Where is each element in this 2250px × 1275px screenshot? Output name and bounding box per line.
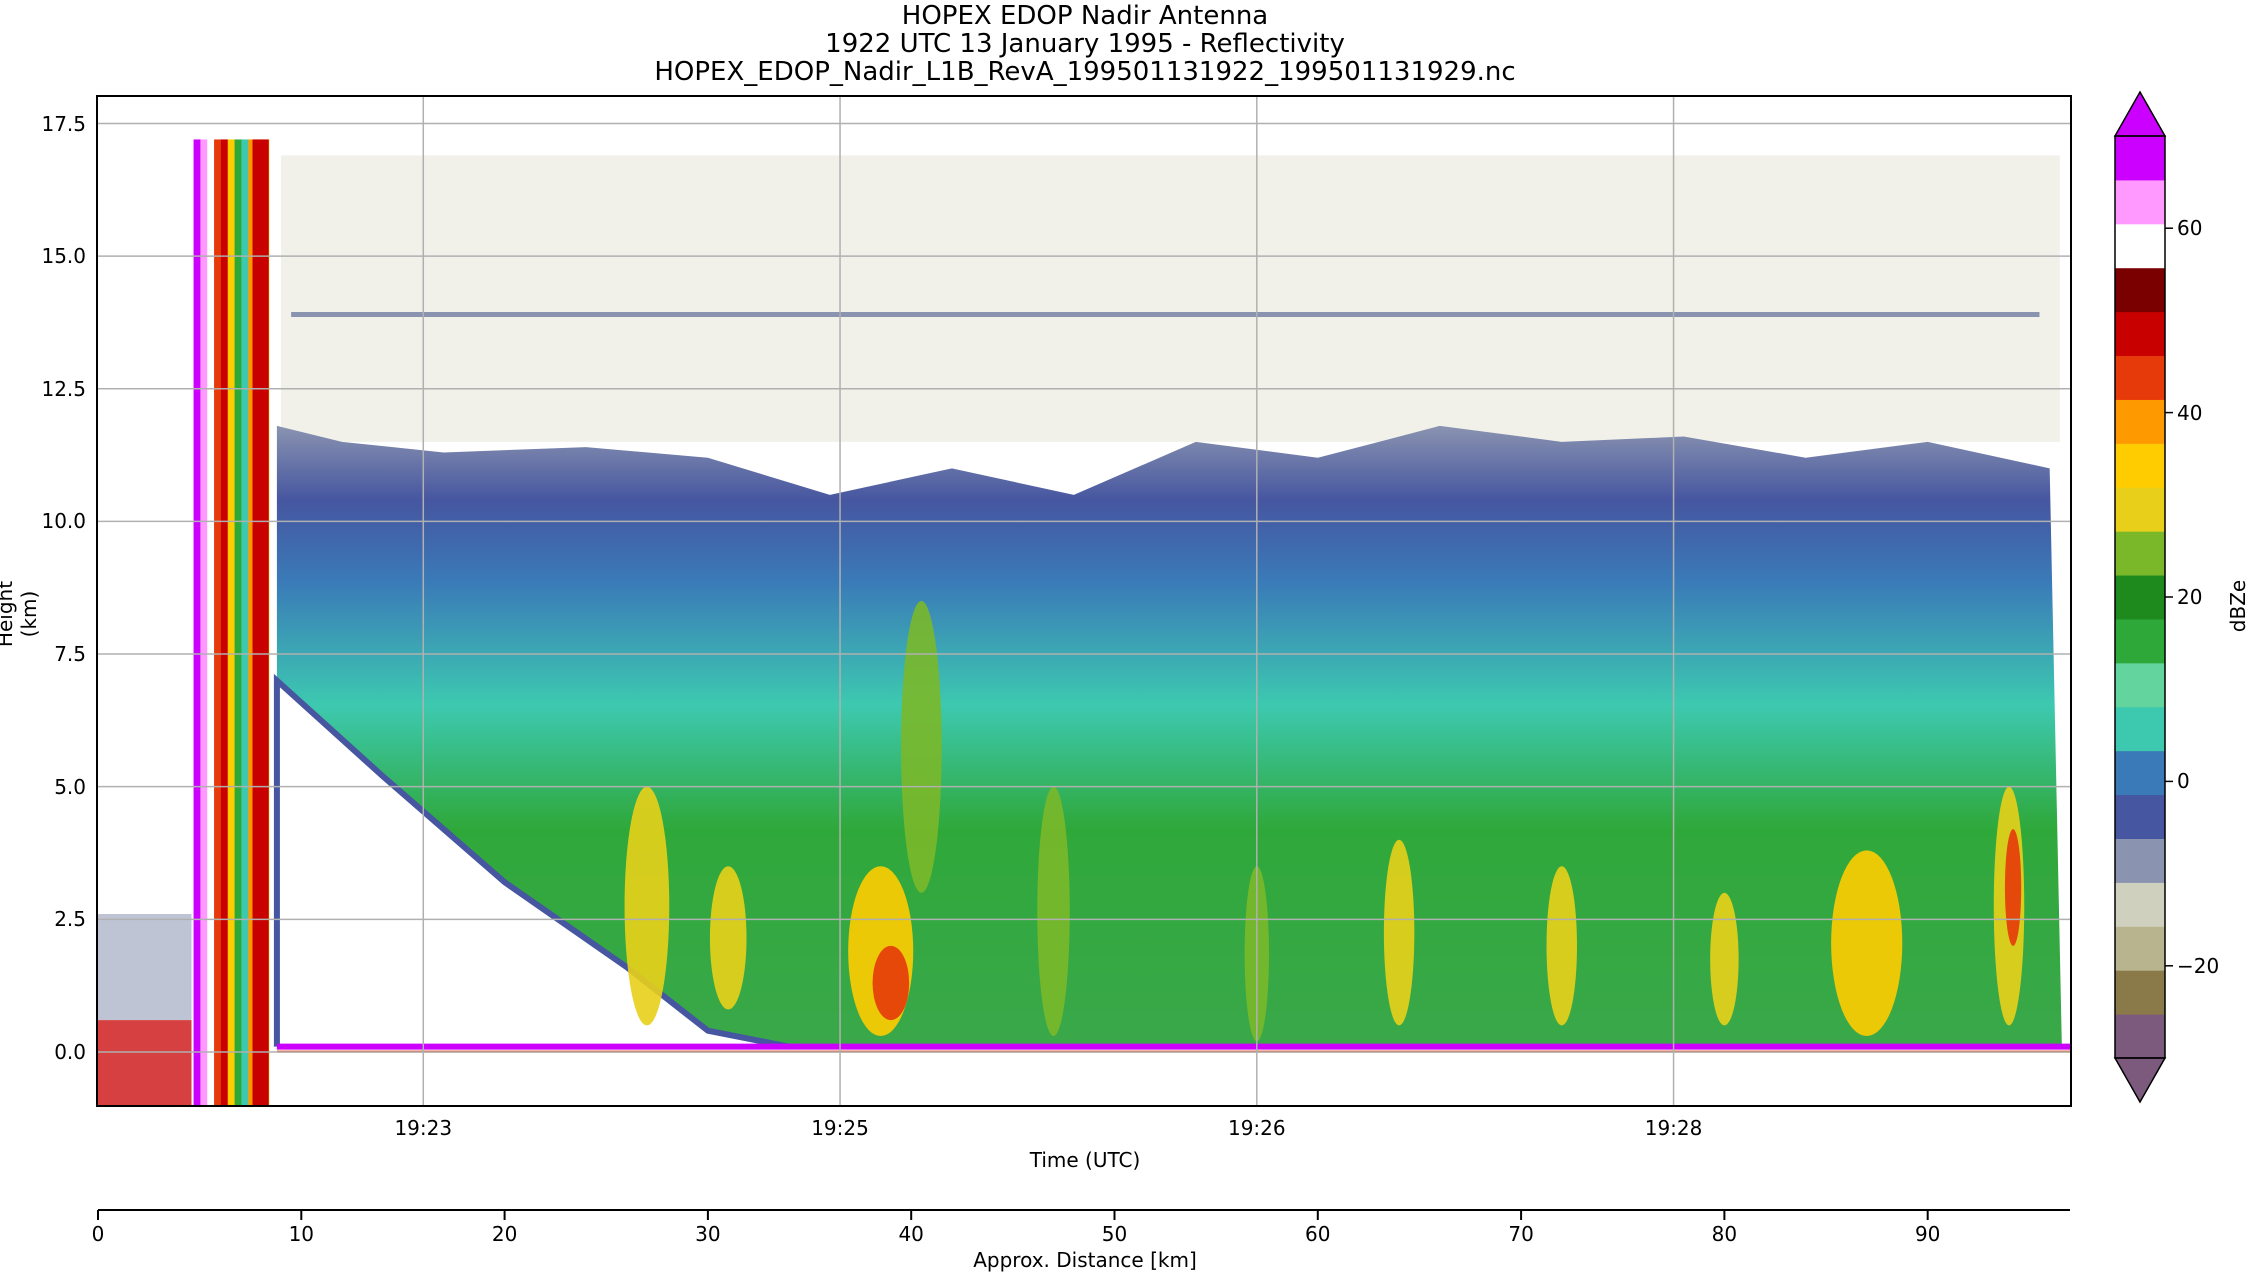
- y-tick-label: 7.5: [54, 642, 86, 667]
- left-surface-band: [98, 1020, 192, 1105]
- convective-core-10: [1710, 892, 1739, 1026]
- colorbar-segment: [2115, 311, 2165, 357]
- convective-core-13: [2004, 829, 2022, 946]
- contamination-stripe-9: [248, 139, 256, 1105]
- colorbar-tick-label: 40: [2177, 400, 2203, 425]
- colorbar-segment: [2115, 179, 2165, 225]
- colorbar-segment: [2115, 136, 2165, 181]
- colorbar-segment: [2115, 662, 2165, 708]
- colorbar-segment: [2115, 487, 2165, 532]
- colorbar-segment: [2115, 926, 2165, 971]
- x-distance-tick-label: 90: [1914, 1222, 1941, 1246]
- colorbar-segment: [2115, 838, 2165, 883]
- colorbar-tick-label: 0: [2177, 769, 2190, 794]
- x-distance-tick-label: 20: [491, 1222, 518, 1246]
- colorbar-segment: [2115, 750, 2165, 796]
- colorbar-segment: [2115, 267, 2165, 313]
- contamination-red-stripe: [252, 139, 269, 1105]
- wedge-edge: [273, 673, 790, 1050]
- y-tick-label: 0.0: [54, 1039, 86, 1064]
- x-distance-tick-label: 30: [695, 1222, 721, 1246]
- colorbar-tick-label: −20: [2177, 953, 2220, 978]
- convective-core-5: [901, 601, 942, 893]
- reflectivity-heatmap: [98, 97, 2070, 1105]
- colorbar: [2113, 90, 2173, 1104]
- x-distance-tick-label: 60: [1305, 1222, 1331, 1246]
- contamination-stripe-8: [241, 139, 249, 1105]
- upper-noise-region: [280, 155, 2060, 442]
- colorbar-segment: [2115, 970, 2165, 1015]
- x-time-tick-label: 19:26: [1227, 1116, 1286, 1140]
- y-tick-label: 5.0: [54, 774, 86, 799]
- colorbar-segment: [2115, 355, 2165, 400]
- x-distance-tick-label: 70: [1508, 1222, 1534, 1246]
- plot-area: [96, 95, 2072, 1107]
- x-axis-title: Time (UTC): [1029, 1148, 1141, 1172]
- y-tick-label: 10.0: [41, 509, 86, 534]
- colorbar-segment: [2115, 443, 2165, 488]
- colorbar-segment: [2115, 882, 2165, 927]
- convective-core-8: [1383, 839, 1415, 1026]
- convective-core-6: [1037, 786, 1070, 1037]
- contamination-stripe-5: [220, 139, 229, 1105]
- colorbar-segment: [2115, 1014, 2165, 1059]
- colorbar-extend-max: [2113, 90, 2167, 137]
- y-tick-label: 12.5: [41, 376, 86, 401]
- colorbar-segment: [2115, 531, 2165, 576]
- contamination-stripe-6: [227, 139, 236, 1105]
- x-time-tick-label: 19:25: [811, 1116, 869, 1140]
- chart-title-line-1: HOPEX EDOP Nadir Antenna: [901, 1, 1269, 31]
- y-tick-label: 17.5: [41, 111, 86, 136]
- x-distance-tick-label: 0: [91, 1222, 105, 1246]
- echo-free-wedge: [276, 680, 790, 1047]
- x2-axis-title: Approx. Distance [km]: [973, 1248, 1197, 1272]
- convective-core-4: [872, 945, 910, 1021]
- contamination-stripe-1: [193, 139, 201, 1105]
- y-tick-label: 15.0: [41, 244, 86, 269]
- contamination-stripe-7: [234, 139, 242, 1105]
- colorbar-tick-label: 60: [2177, 216, 2203, 241]
- y-axis-title: Height (km): [0, 580, 41, 648]
- colorbar-label: dBZe: [2226, 579, 2250, 633]
- convective-core-1: [624, 786, 670, 1026]
- colorbar-segment: [2115, 618, 2165, 664]
- x-distance-tick-label: 40: [898, 1222, 924, 1246]
- colorbar-tick-label: 20: [2177, 585, 2203, 609]
- contamination-stripe-4: [214, 139, 222, 1105]
- contamination-stripe-3: [207, 139, 215, 1105]
- colorbar-extend-min: [2113, 1057, 2167, 1104]
- contamination-stripe-2: [200, 139, 208, 1105]
- distance-axis: [97, 1209, 2070, 1220]
- x-distance-tick-label: 50: [1101, 1222, 1128, 1246]
- colorbar-segment: [2115, 223, 2165, 269]
- x-distance-tick-label: 10: [288, 1222, 315, 1246]
- colorbar-segment: [2115, 794, 2165, 839]
- convective-core-9: [1546, 866, 1577, 1026]
- colorbar-segment: [2115, 706, 2165, 752]
- x-time-tick-label: 19:28: [1644, 1116, 1703, 1140]
- y-tick-label: 2.5: [54, 907, 86, 932]
- colorbar-segment: [2115, 575, 2165, 620]
- convective-core-11: [1831, 850, 1903, 1037]
- convective-core-2: [709, 866, 747, 1010]
- x-distance-tick-label: 80: [1711, 1222, 1738, 1246]
- x-time-tick-label: 19:23: [394, 1116, 453, 1140]
- left-low-layer: [98, 914, 192, 1021]
- chart-title-line-2: 1922 UTC 13 January 1995 - Reflectivity: [825, 29, 1345, 59]
- chart-title-line-3: HOPEX_EDOP_Nadir_L1B_RevA_199501131922_1…: [654, 57, 1516, 87]
- colorbar-segment: [2115, 399, 2165, 444]
